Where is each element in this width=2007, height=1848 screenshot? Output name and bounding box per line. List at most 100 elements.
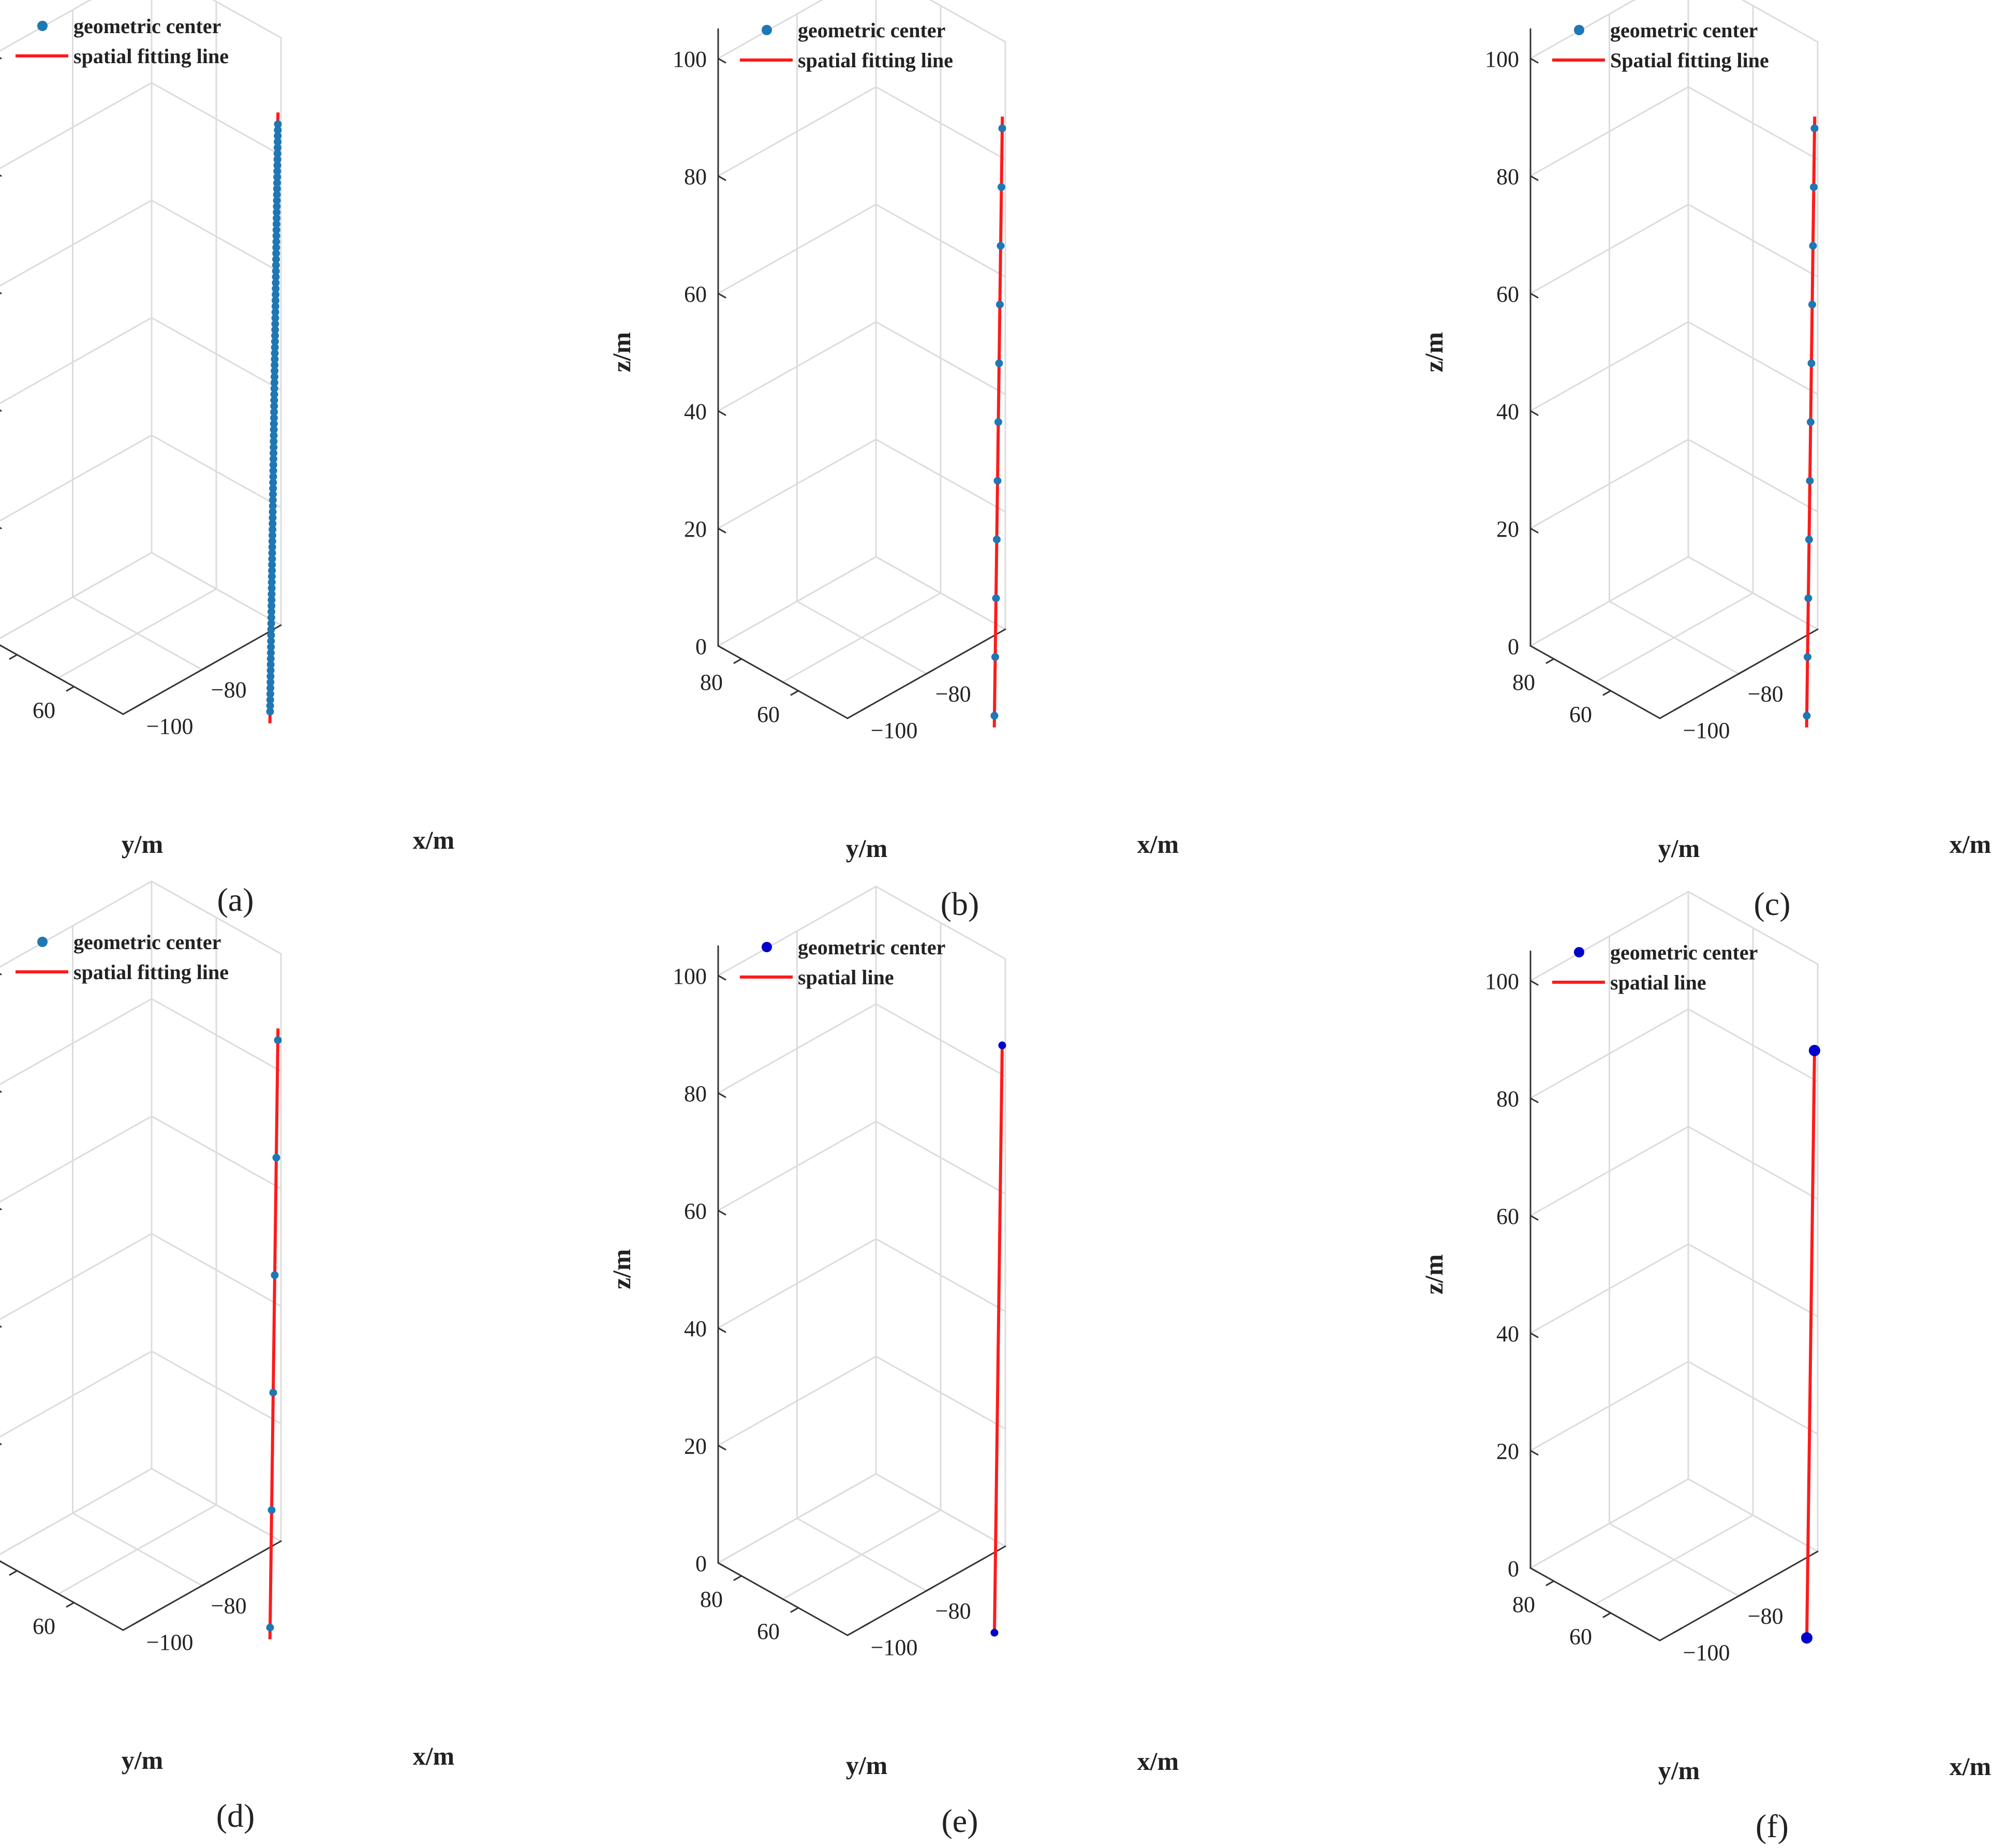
- data-point: [270, 408, 278, 416]
- data-point: [268, 555, 276, 563]
- data-point: [272, 220, 280, 228]
- data-point: [991, 653, 999, 661]
- z-tick-mark: [717, 1444, 726, 1451]
- z-tick-label: 80: [684, 1081, 707, 1106]
- legend-marker-dot: [762, 25, 772, 35]
- x-tick-mark: [1737, 1590, 1748, 1597]
- z-tick-label: 100: [673, 964, 707, 989]
- legend-label: geometric center: [1610, 19, 1758, 42]
- data-point: [266, 1623, 274, 1632]
- data-point: [996, 301, 1004, 308]
- data-point: [271, 326, 279, 334]
- z-axis-label: z/m: [1419, 332, 1448, 373]
- data-point: [267, 596, 276, 604]
- data-point: [1807, 418, 1815, 426]
- data-point: [271, 361, 279, 369]
- z-tick-mark: [1529, 175, 1539, 181]
- legend-label: geometric center: [798, 936, 945, 959]
- z-tick-mark: [717, 1092, 726, 1098]
- z-tick-mark: [0, 409, 2, 412]
- gridline: [0, 1350, 153, 1438]
- z-tick-label: 80: [1496, 164, 1519, 189]
- data-point: [267, 619, 275, 628]
- gridline: [57, 588, 217, 679]
- grid: [717, 0, 1006, 683]
- y-axis-label: y/m: [1658, 834, 1700, 863]
- z-tick-label: 20: [1496, 516, 1519, 542]
- x-tick-label: −100: [1683, 1640, 1730, 1665]
- data-point: [268, 560, 276, 569]
- z-tick-mark: [1529, 1450, 1539, 1456]
- z-tick-mark: [717, 1562, 726, 1568]
- data-point: [266, 678, 275, 686]
- gridline: [0, 1115, 153, 1203]
- z-tick-mark: [1529, 410, 1539, 416]
- legend-marker-dot: [1574, 25, 1584, 35]
- z-tick-mark: [0, 1090, 2, 1093]
- data-point: [1803, 712, 1811, 720]
- data-point: [271, 373, 279, 381]
- x-tick-label: −80: [935, 681, 971, 706]
- y-axis-label: y/m: [1658, 1756, 1700, 1785]
- y-axis-line: [0, 644, 124, 715]
- data-point: [990, 712, 999, 720]
- data-point: [267, 613, 275, 622]
- gridline: [1594, 592, 1754, 683]
- legend-label: geometric center: [1610, 941, 1758, 964]
- x-tick-mark: [1673, 1627, 1683, 1634]
- data-point: [273, 190, 281, 199]
- x-tick-label: −80: [1748, 681, 1783, 706]
- legend: geometric center spatial fitting line: [16, 930, 229, 984]
- data-point: [269, 496, 277, 504]
- legend: geometric center spatial fitting line: [740, 19, 953, 72]
- data-point: [270, 432, 278, 440]
- gridline: [1529, 556, 1689, 647]
- z-tick-mark: [717, 57, 726, 64]
- panel-label: (e): [941, 1802, 978, 1839]
- y-tick-mark: [66, 686, 75, 692]
- y-tick-label: 80: [1512, 670, 1535, 695]
- legend-label: spatial fitting line: [73, 960, 229, 984]
- data-point: [271, 332, 279, 340]
- data-point: [269, 455, 277, 463]
- z-axis-label: z/m: [607, 1249, 636, 1290]
- data-point: [266, 684, 275, 692]
- z-tick-mark: [1529, 292, 1539, 299]
- x-tick-label: −100: [871, 718, 918, 743]
- legend: geometric center spatial line: [740, 936, 945, 989]
- z-tick-label: 80: [1496, 1086, 1519, 1112]
- data-point: [272, 249, 280, 258]
- data-point: [274, 1036, 282, 1044]
- legend-label: geometric center: [73, 930, 221, 954]
- z-tick-label: 20: [1496, 1439, 1519, 1464]
- legend-label: spatial fitting line: [798, 49, 953, 72]
- z-tick-mark: [717, 175, 726, 181]
- z-tick-mark: [1529, 57, 1539, 64]
- data-point: [267, 625, 275, 633]
- z-tick-label: 100: [1485, 47, 1519, 72]
- y-tick-label: 80: [1512, 1592, 1535, 1617]
- data-point: [1804, 594, 1812, 602]
- x-tick-label: −100: [1683, 718, 1730, 743]
- grid: [717, 885, 1006, 1600]
- data-point: [268, 543, 276, 551]
- panel-label: (d): [216, 1797, 255, 1834]
- gridline: [1594, 1514, 1754, 1605]
- y-tick-mark: [9, 654, 18, 660]
- z-tick-mark: [1529, 1097, 1539, 1103]
- z-tick-mark: [0, 1208, 2, 1210]
- legend-label: spatial fitting line: [73, 45, 229, 68]
- z-tick-mark: [0, 1443, 2, 1445]
- y-axis-line: [717, 1562, 849, 1636]
- x-tick-mark: [860, 1622, 871, 1629]
- data-point: [267, 1506, 276, 1514]
- gridline: [875, 1473, 1006, 1547]
- data-point: [269, 520, 277, 528]
- z-tick-mark: [1529, 980, 1539, 986]
- data-point: [1804, 653, 1811, 661]
